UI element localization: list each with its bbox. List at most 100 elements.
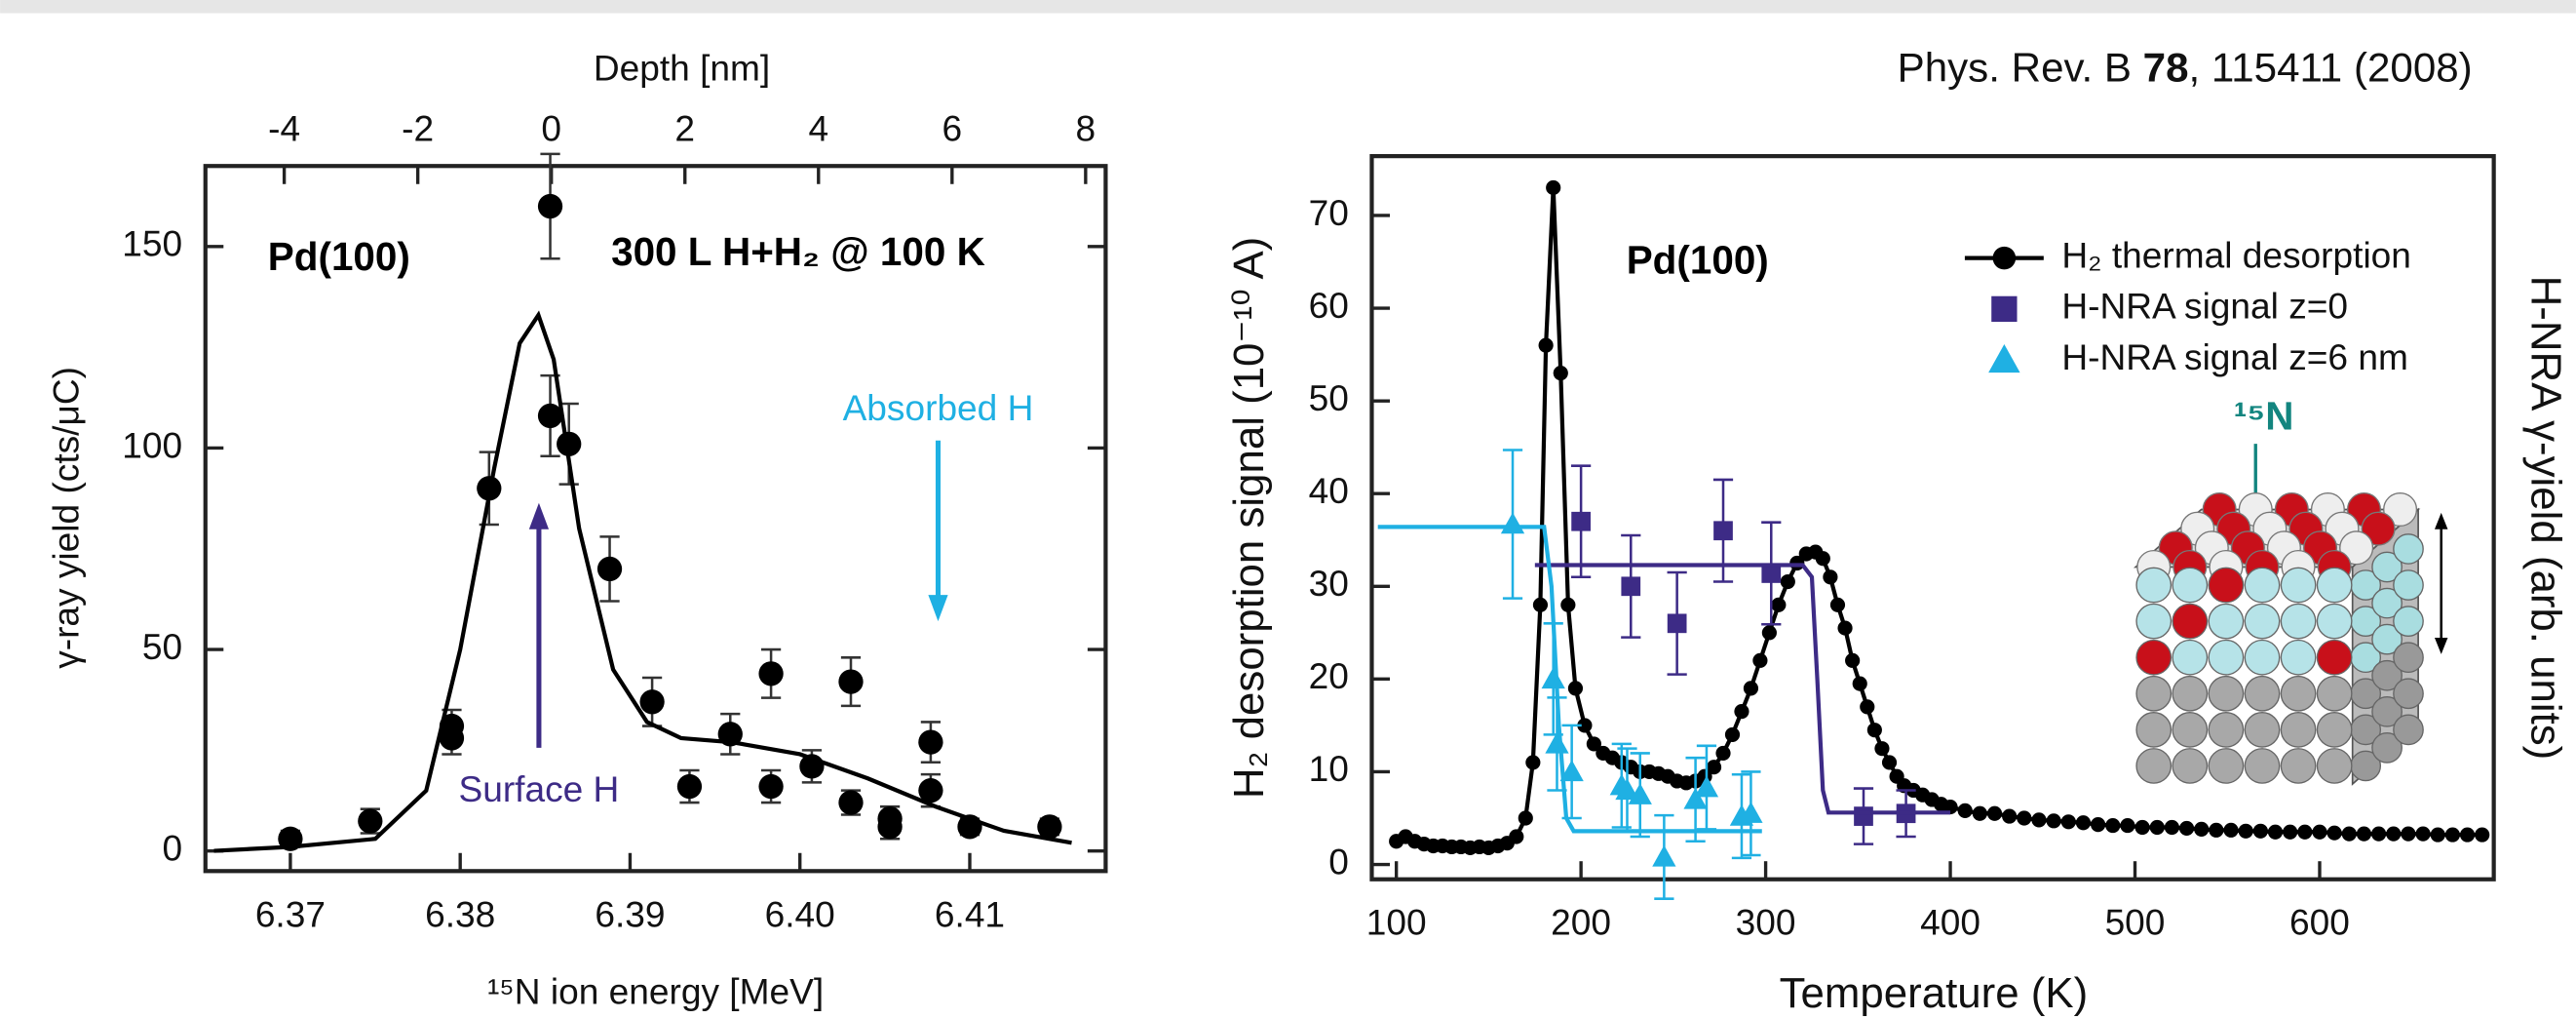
depth-arrowhead (2434, 637, 2448, 654)
side-atom (2371, 732, 2403, 764)
marker-triangle (1559, 760, 1584, 782)
marker-circle (2252, 823, 2268, 839)
x-tick-label: 600 (2289, 902, 2350, 943)
marker-triangle (1545, 731, 1569, 754)
front-atom (2172, 711, 2209, 748)
legend-label: H-NRA signal z=0 (2061, 286, 2348, 327)
marker-circle (1845, 652, 1861, 668)
x-tick-label: 6.38 (425, 893, 495, 934)
side-atom (2371, 623, 2403, 655)
marker-circle (1992, 246, 2017, 270)
front-atom (2135, 748, 2172, 784)
annotation: Surface H (458, 768, 619, 809)
front-atom (2316, 711, 2353, 748)
x2-tick-label: -4 (268, 108, 300, 149)
series-line (1534, 563, 1951, 815)
y-tick-label: 100 (122, 424, 182, 465)
marker-circle (537, 193, 563, 219)
front-atom (2316, 639, 2353, 676)
marker-circle (1829, 597, 1846, 612)
marker-circle (676, 773, 703, 800)
x-tick-label: 300 (1736, 902, 1796, 943)
x2-tick-label: -2 (402, 108, 434, 149)
marker-circle (2430, 827, 2445, 843)
citation-volume: 78 (2143, 45, 2189, 91)
marker-circle (1567, 681, 1584, 696)
marker-circle (1715, 745, 1731, 762)
y2-axis-label: H-NRA γ-yield (arb. units) (2522, 276, 2570, 761)
marker-circle (2386, 826, 2402, 842)
front-atom (2316, 675, 2353, 712)
side-atom (2393, 714, 2424, 746)
marker-triangle (1628, 783, 1652, 804)
x-tick-label: 400 (1920, 902, 1980, 943)
front-atom (2135, 567, 2172, 604)
marker-circle (2060, 814, 2076, 830)
front-atom (2244, 567, 2281, 604)
marker-circle (758, 661, 784, 686)
side-atom (2393, 606, 2424, 637)
citation-pages: , 115411 (2008) (2189, 45, 2473, 91)
marker-circle (1037, 814, 1062, 840)
absorbed-arrowhead (928, 595, 948, 622)
marker-circle (2312, 824, 2327, 840)
front-atom (2316, 567, 2353, 604)
marker-circle (1525, 755, 1541, 770)
marker-circle (2120, 818, 2135, 834)
marker-circle (639, 689, 665, 715)
marker-circle (2326, 825, 2342, 841)
top-bar (0, 0, 2576, 14)
front-atom (2280, 603, 2317, 640)
front-atom (2316, 603, 2353, 640)
front-atom (2172, 567, 2209, 604)
x-axis-label: Temperature (K) (1780, 969, 2089, 1017)
marker-triangle (1615, 778, 1639, 801)
front-atom (2208, 748, 2245, 784)
marker-circle (1560, 597, 1576, 612)
marker-circle (1860, 699, 1875, 715)
marker-circle (2459, 827, 2476, 843)
marker-circle (1509, 829, 1524, 844)
marker-circle (2149, 819, 2165, 836)
marker-square (1621, 576, 1641, 597)
marker-circle (596, 556, 623, 582)
marker-circle (557, 431, 582, 456)
surface-arrowhead (528, 502, 550, 529)
legend-label: H₂ thermal desorption (2061, 234, 2411, 275)
front-atom (2280, 675, 2317, 712)
marker-triangle (1694, 775, 1719, 798)
side-atom (2393, 642, 2424, 674)
front-atom (2208, 711, 2245, 748)
front-atom (2172, 639, 2209, 676)
marker-circle (838, 669, 864, 694)
marker-circle (2209, 822, 2224, 838)
marker-circle (1874, 741, 1890, 757)
marker-circle (1586, 736, 1601, 752)
marker-circle (2075, 815, 2092, 831)
x-tick-label: 6.37 (255, 893, 326, 934)
marker-circle (1866, 723, 1882, 738)
x-tick-label: 500 (2105, 902, 2166, 943)
marker-circle (2444, 827, 2460, 843)
marker-circle (2401, 826, 2416, 842)
marker-circle (1546, 179, 1561, 196)
marker-circle (358, 808, 383, 834)
marker-circle (1518, 810, 1533, 826)
front-atom (2135, 675, 2172, 712)
plot-frame (203, 164, 1108, 874)
marker-square (1854, 806, 1873, 826)
marker-circle (2105, 818, 2121, 834)
side-atom (2371, 695, 2403, 727)
marker-circle (2267, 824, 2284, 840)
y-tick-label: 150 (122, 223, 182, 264)
front-atom (2208, 567, 2245, 604)
side-atom (2393, 533, 2424, 565)
marker-circle (1771, 597, 1787, 612)
citation-journal: Phys. Rev. B (1898, 45, 2143, 91)
y-tick-label: 10 (1309, 748, 1349, 789)
marker-circle (2164, 819, 2179, 836)
marker-circle (1553, 366, 1568, 381)
front-atom (2280, 748, 2317, 784)
x2-tick-label: 6 (942, 108, 963, 149)
annotation: Absorbed H (843, 387, 1034, 428)
